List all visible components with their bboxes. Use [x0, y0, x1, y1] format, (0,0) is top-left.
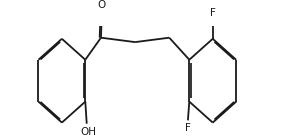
- Text: F: F: [210, 8, 216, 18]
- Text: OH: OH: [80, 127, 96, 137]
- Text: F: F: [185, 123, 191, 133]
- Text: O: O: [98, 0, 106, 10]
